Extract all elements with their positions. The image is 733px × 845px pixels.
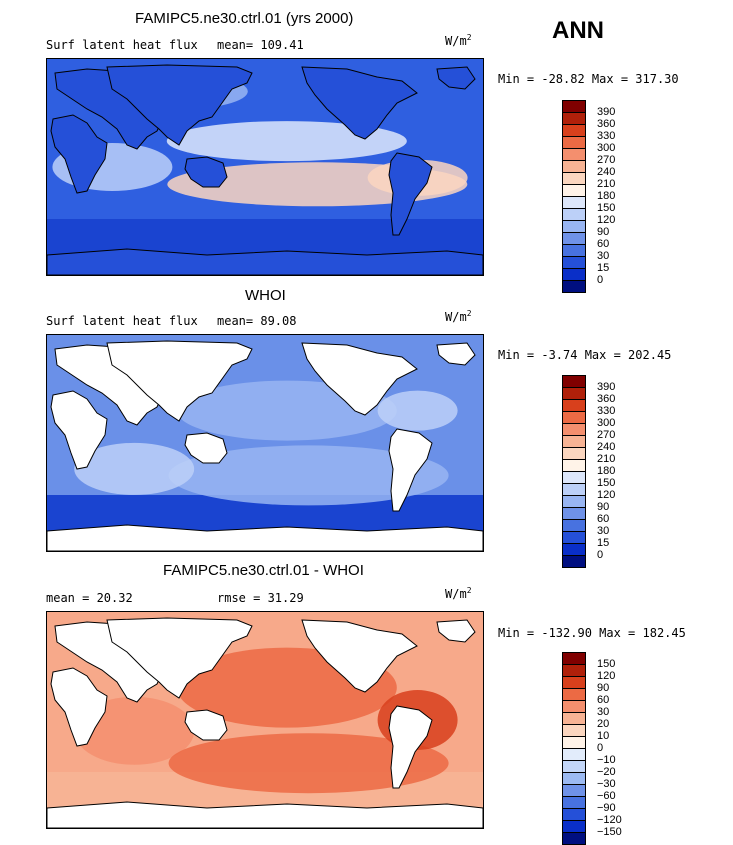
colorbar-tick-label: 15 [597,262,610,274]
continent-outline [436,342,476,366]
panel-1-mean: mean= 109.41 [217,38,304,52]
panel-1-colorbar: 390 360 330 300 270 240 210 180 150 120 90 60 30 15 0 [562,100,615,293]
continent-outline [47,248,483,275]
colorbar-tick-label: 30 [597,250,610,262]
colorbar-tick-label: −150 [597,826,622,838]
panel-2-mean: mean= 89.08 [217,314,297,328]
season-label: ANN [552,17,604,44]
panel-1-variable: Surf latent heat flux [46,38,198,52]
colorbar-tick-label: 150 [597,477,616,489]
continent-outline [388,428,433,512]
colorbar-tick-label: 330 [597,405,616,417]
colorbar-tick-label: 390 [597,381,616,393]
colorbar-tick-label: −90 [597,802,616,814]
colorbar-tick-label: 270 [597,429,616,441]
colorbar-tick-label: 330 [597,130,616,142]
panel-2-map [46,334,484,552]
colorbar-tick-label: 240 [597,441,616,453]
colorbar-tick-label: −10 [597,754,616,766]
colorbar-tick-label: −20 [597,766,616,778]
continent-outline [50,390,108,470]
panel-1-minmax: Min = -28.82 Max = 317.30 [498,72,679,86]
continent-outline [106,64,253,146]
panel-3-title: FAMIPC5.ne30.ctrl.01 - WHOI [163,562,364,579]
continent-outline [301,66,418,140]
colorbar-tick-label: 0 [597,549,604,561]
colorbar-tick-label: −60 [597,790,616,802]
continent-outline [301,342,418,416]
colorbar-tick-label: 180 [597,190,616,202]
colorbar-tick-label: 0 [597,274,604,286]
panel-1-title: FAMIPC5.ne30.ctrl.01 (yrs 2000) [135,10,354,27]
panel-1-map-svg [47,59,483,275]
colorbar-tick-label: 15 [597,537,610,549]
continent-outline [106,617,253,699]
field-patch [166,121,407,162]
colorbar-tick-label: 90 [597,501,610,513]
colorbar-swatch [562,280,586,293]
colorbar-tick-label: 360 [597,393,616,405]
colorbar-tick-label: 20 [597,718,610,730]
colorbar-tick-label: 90 [597,226,610,238]
colorbar-tick-label: 300 [597,142,616,154]
panel-1-units: W/m2 [445,33,472,48]
colorbar-tick-label: 0 [597,742,604,754]
colorbar-tick-label: 150 [597,202,616,214]
colorbar-tick-label: 30 [597,525,610,537]
colorbar-tick-label: 150 [597,658,616,670]
panel-2-minmax: Min = -3.74 Max = 202.45 [498,348,672,362]
continent-outline [50,667,108,747]
panel-2-units: W/m2 [445,309,472,324]
panel-2-variable: Surf latent heat flux [46,314,198,328]
field-patch [377,390,458,431]
continent-outline [436,66,476,90]
colorbar-tick-label: 390 [597,106,616,118]
continent-outline [184,432,228,464]
colorbar-tick-label: 60 [597,238,610,250]
colorbar-tick-label: 210 [597,453,616,465]
continent-outline [388,152,433,236]
colorbar-tick-label: 270 [597,154,616,166]
panel-3-colorbar: 150 120 90 60 30 20 10 0 −10 −20 −30 −60 −90 −120 −150 [562,652,622,845]
panel-1-map [46,58,484,276]
continent-outline [388,705,433,789]
colorbar-tick-label: −30 [597,778,616,790]
colorbar-tick-label: 300 [597,417,616,429]
panel-3-mean: mean = 20.32 [46,591,133,605]
panel-3-map-svg [47,612,483,828]
colorbar-swatch [562,555,586,568]
colorbar-tick-label: 60 [597,513,610,525]
colorbar-tick-label: 360 [597,118,616,130]
colorbar-tick-label: 30 [597,706,610,718]
panel-3-rmse: rmse = 31.29 [217,591,304,605]
colorbar-tick-label: 120 [597,489,616,501]
colorbar-tick-label: 90 [597,682,610,694]
colorbar-tick-label: −120 [597,814,622,826]
panel-2-colorbar: 390 360 330 300 270 240 210 180 150 120 90 60 30 15 0 [562,375,615,568]
continent-outline [436,619,476,643]
colorbar-tick-label: 210 [597,178,616,190]
continent-outline [50,114,108,194]
colorbar-tick-label: 180 [597,465,616,477]
panel-2-map-svg [47,335,483,551]
colorbar-tick-label: 60 [597,694,610,706]
colorbar-tick-label: 10 [597,730,610,742]
continent-outline [47,524,483,551]
continent-outline [106,340,253,422]
panel-3-units: W/m2 [445,586,472,601]
panel-2-title: WHOI [245,287,286,304]
field-patch [74,442,195,495]
continent-outline [184,156,228,188]
field-patch [168,733,449,794]
colorbar-swatch [562,832,586,845]
panel-3-map [46,611,484,829]
panel-3-minmax: Min = -132.90 Max = 182.45 [498,626,686,640]
colorbar-tick-label: 120 [597,214,616,226]
colorbar-tick-label: 240 [597,166,616,178]
field-patch [168,445,449,506]
continent-outline [301,619,418,693]
continent-outline [184,709,228,741]
continent-outline [47,801,483,828]
colorbar-tick-label: 120 [597,670,616,682]
